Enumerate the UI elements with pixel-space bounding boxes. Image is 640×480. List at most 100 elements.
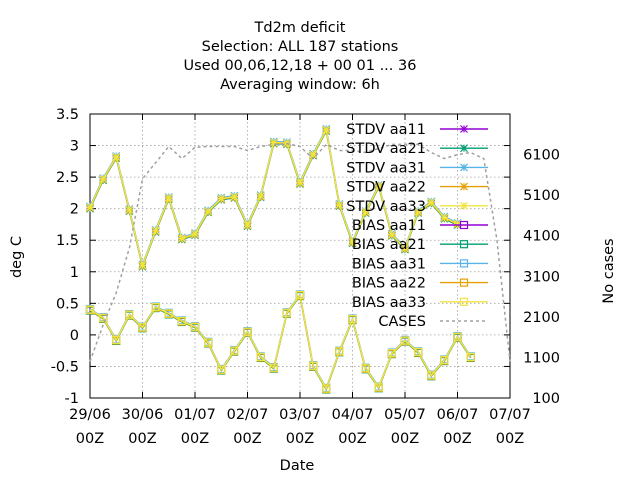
data-point [374, 383, 383, 392]
x-tick-label: 05/07 [384, 407, 426, 423]
legend-label: STDV aa31 [346, 160, 426, 176]
x-tick-label: 00Z [76, 431, 104, 447]
y2-tick-label: 6100 [523, 148, 560, 164]
data-point [99, 313, 108, 322]
data-point [204, 338, 213, 347]
data-point [151, 226, 160, 235]
data-point [400, 336, 410, 345]
y2-tick-label: 1100 [523, 350, 560, 366]
data-point [374, 182, 383, 190]
series-cases [89, 142, 511, 362]
data-point [138, 261, 147, 270]
legend-label: CASES [378, 314, 426, 330]
x-tick-label: 03/07 [279, 407, 321, 423]
chart-title: Td2m deficit Selection: ALL 187 stations U… [184, 20, 417, 93]
legend-label: STDV aa22 [346, 180, 426, 196]
data-point [453, 332, 462, 341]
data-point [440, 356, 449, 365]
legend-entry: STDV aa22 [346, 180, 488, 196]
data-point [466, 352, 475, 362]
y-tick-label: 1 [70, 265, 79, 281]
data-point [460, 182, 468, 191]
data-point [217, 365, 226, 374]
data-point [256, 352, 265, 362]
legend-entry: CASES [378, 314, 488, 330]
data-point [217, 194, 226, 203]
data-point [387, 230, 396, 239]
x-tick-label: 06/07 [437, 407, 479, 423]
y-tick-label: 2.5 [56, 170, 79, 186]
data-point [427, 198, 436, 207]
y-tick-label: 3.5 [56, 107, 79, 123]
data-point [348, 238, 357, 247]
legend: STDV aa11 STDV aa21 STDV aa31 STDV aa22 STDV… [346, 122, 488, 330]
data-point [243, 221, 252, 229]
data-point [387, 349, 396, 358]
data-point [190, 322, 200, 331]
data-point [177, 234, 186, 243]
y-tick-label: 0 [70, 328, 79, 344]
y-tick-label: -1 [65, 391, 79, 407]
y-axis: -1 -0.5 0 0.5 1 1.5 2 2.5 3 3.5 [51, 107, 510, 407]
data-point [322, 125, 331, 134]
legend-entry: STDV aa31 [346, 160, 488, 176]
x-axis-label: Date [280, 458, 315, 474]
x-tick-label: 00Z [496, 431, 524, 447]
data-point [125, 206, 134, 214]
x-tick-label: 04/07 [332, 407, 374, 423]
data-point [348, 315, 357, 324]
data-point [401, 244, 409, 253]
data-point [112, 335, 121, 345]
data-point [164, 194, 173, 202]
y2-tick-label: 100 [532, 391, 560, 407]
data-point [269, 363, 278, 372]
legend-label: BIAS aa33 [352, 295, 426, 311]
data-point [335, 347, 344, 356]
series-lines [85, 124, 511, 394]
y2-tick-label: 4100 [523, 229, 560, 245]
legend-label: STDV aa21 [346, 141, 426, 157]
grid [90, 114, 510, 398]
y2-tick-label: 5100 [523, 188, 560, 204]
data-point [459, 297, 469, 306]
data-point [125, 310, 134, 319]
legend-entry: STDV aa33 [346, 199, 488, 215]
data-point [204, 207, 213, 216]
legend-entry: STDV aa21 [346, 141, 488, 157]
x-tick-label: 00Z [181, 431, 209, 447]
y2-tick-label: 3100 [523, 269, 560, 285]
data-point [361, 364, 370, 373]
data-point [151, 303, 160, 312]
data-point [427, 371, 436, 380]
y-tick-label: 2 [70, 202, 79, 218]
y2-axis: 100 1100 2100 3100 4100 5100 6100 [523, 148, 560, 407]
data-point [243, 327, 252, 336]
x-tick-label: 07/07 [489, 407, 531, 423]
data-point [164, 309, 173, 318]
title-line: Td2m deficit [254, 20, 346, 36]
legend-label: BIAS aa21 [352, 237, 426, 253]
data-point [296, 178, 304, 187]
series-bias-aa33 [85, 291, 475, 393]
x-tick-label: 00Z [128, 431, 156, 447]
y-axis-label: deg C [9, 236, 25, 278]
data-point [322, 384, 331, 393]
data-point [256, 192, 265, 200]
data-point [460, 144, 468, 153]
title-line: Selection: ALL 187 stations [202, 39, 399, 55]
data-point [295, 291, 305, 300]
data-point [230, 192, 239, 201]
x-tick-label: 00Z [286, 431, 314, 447]
data-point [177, 316, 186, 326]
legend-entry: BIAS aa11 [352, 218, 488, 234]
data-point [309, 361, 318, 370]
data-point [414, 347, 423, 357]
data-point [459, 259, 469, 268]
data-point [440, 213, 449, 222]
data-point [453, 219, 462, 228]
data-point [112, 152, 121, 161]
data-point [460, 201, 468, 210]
legend-label: BIAS aa22 [352, 276, 426, 292]
y-tick-label: -0.5 [51, 359, 79, 375]
x-tick-label: 30/06 [122, 407, 164, 423]
